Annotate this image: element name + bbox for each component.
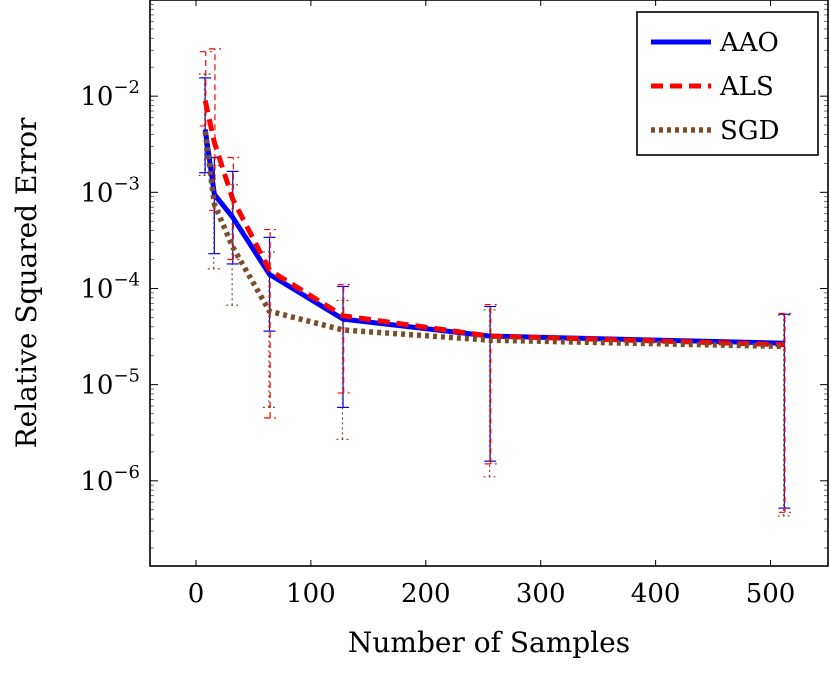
x-tick-label: 200 [401,579,451,609]
y-tick-label: 10−3 [80,173,140,208]
x-tick-label: 500 [746,579,796,609]
y-tick-base: 10 [80,371,113,401]
x-axis-label: Number of Samples [348,626,630,659]
legend-label-sgd: SGD [720,116,779,146]
y-tick-base: 10 [80,178,113,208]
series-line-sgd [202,131,785,350]
y-tick-base: 10 [80,82,113,112]
y-tick-label: 10−6 [80,462,140,497]
plot-area [198,48,791,517]
legend-label-aao: AAO [719,28,779,58]
y-tick-label: 10−2 [80,77,140,112]
legend-label-als: ALS [719,72,774,102]
x-tick-label: 0 [188,579,205,609]
y-tick-exponent: −2 [113,77,140,98]
y-tick-base: 10 [80,274,113,304]
x-tick-label: 100 [286,579,336,609]
legend: AAO ALS SGD [636,11,819,156]
y-tick-exponent: −5 [113,366,140,387]
y-tick-base: 10 [80,467,113,497]
y-tick-exponent: −4 [113,269,140,290]
plot-frame [149,0,829,567]
y-axis-label: Relative Squared Error [10,117,43,448]
x-tick-label: 300 [516,579,566,609]
series-line-als [202,100,785,348]
y-tick-label: 10−5 [80,366,140,401]
x-tick-label: 400 [631,579,681,609]
series-line-aao [202,129,785,346]
y-tick-label: 10−4 [80,269,140,304]
y-tick-exponent: −3 [113,173,140,194]
y-tick-exponent: −6 [113,462,140,483]
